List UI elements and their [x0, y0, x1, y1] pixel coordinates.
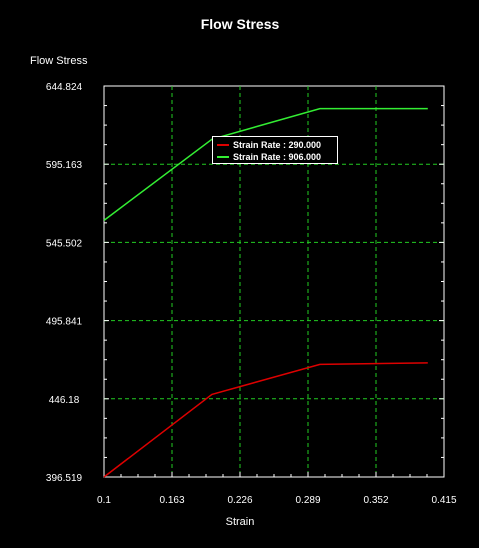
- x-tick-label: 0.1: [97, 495, 111, 506]
- x-tick-label: 0.226: [227, 495, 252, 506]
- x-tick-label: 0.289: [295, 495, 320, 506]
- legend: Strain Rate : 290.000 Strain Rate : 906.…: [212, 136, 338, 164]
- tick-labels: 0.1 0.163 0.226 0.289 0.352 0.415 396.519 446.1…: [46, 82, 457, 506]
- y-tick-label: 446.18: [49, 395, 80, 406]
- y-tick-label: 396.519: [46, 473, 83, 484]
- y-tick-label: 644.824: [46, 82, 83, 93]
- x-tick-label: 0.415: [431, 495, 456, 506]
- legend-swatch-series-1: [217, 144, 229, 146]
- chart-title: Flow Stress: [201, 16, 280, 32]
- y-tick-label: 495.841: [46, 317, 83, 328]
- x-tick-label: 0.352: [363, 495, 388, 506]
- series-lines: [103, 107, 428, 478]
- legend-item-series-2: Strain Rate : 906.000: [217, 151, 337, 163]
- series-line-2: [103, 107, 428, 221]
- legend-swatch-series-2: [217, 156, 229, 158]
- x-tick-label: 0.163: [159, 495, 184, 506]
- y-axis-label: Flow Stress: [30, 55, 88, 67]
- series-line-1: [103, 362, 428, 478]
- y-tick-label: 545.502: [46, 238, 83, 249]
- legend-label-series-1: Strain Rate : 290.000: [233, 140, 322, 150]
- legend-item-series-1: Strain Rate : 290.000: [217, 139, 337, 151]
- y-tick-label: 595.163: [46, 160, 83, 171]
- legend-label-series-2: Strain Rate : 906.000: [233, 152, 322, 162]
- x-axis-label: Strain: [226, 516, 255, 528]
